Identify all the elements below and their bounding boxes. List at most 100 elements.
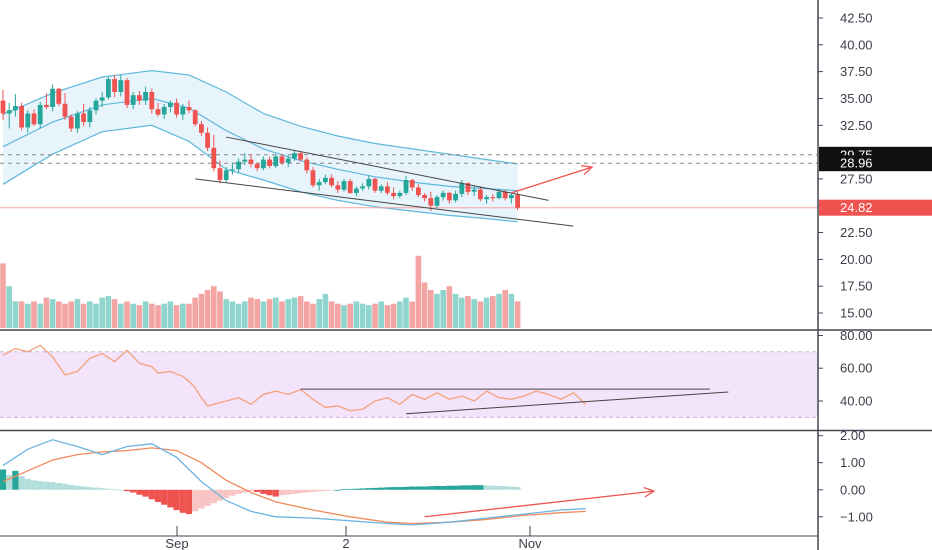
candle-body [174, 102, 179, 115]
volume-bar [279, 301, 285, 328]
candle-body [180, 107, 186, 115]
macd-histogram-bar [260, 489, 267, 494]
macd-histogram-bar [309, 489, 317, 492]
candle-body [112, 79, 117, 92]
macd-histogram-bar [37, 481, 44, 490]
macd-histogram-bar [347, 488, 354, 490]
candle-body [242, 159, 248, 162]
candle-body [515, 195, 520, 208]
candle-body [465, 183, 471, 192]
candle-body [409, 180, 415, 188]
2-tick-label: −1.00 [840, 509, 873, 524]
volume-bar [260, 301, 267, 328]
price-arrow[interactable] [511, 166, 593, 194]
candle-body [155, 109, 161, 115]
macd-signal-line [2, 447, 586, 525]
macd-histogram-bar [99, 488, 106, 490]
volume-bar [397, 301, 403, 328]
volume-bar [452, 293, 459, 328]
candle-body [230, 169, 235, 171]
0-tick-label: 15.00 [840, 306, 873, 321]
candle-body [0, 100, 6, 114]
volume-bar [347, 303, 353, 328]
candle-body [267, 159, 272, 166]
macd-histogram-bar [272, 489, 279, 497]
macd-histogram-bar [68, 484, 75, 490]
candle-body [484, 197, 489, 200]
volume-bar [99, 297, 105, 328]
macd-line [2, 439, 586, 526]
volume-bar [440, 290, 446, 328]
volume-bar [235, 303, 242, 328]
candle-body [62, 103, 68, 117]
macd-histogram-bar [148, 489, 155, 500]
volume-bar [465, 296, 471, 328]
time-axis[interactable]: Sep 2 Nov [0, 526, 818, 550]
volume-bar [93, 303, 99, 328]
price-trendline[interactable] [195, 178, 574, 227]
price-trendline[interactable] [226, 136, 549, 201]
candle-body [13, 106, 18, 111]
candle-body [217, 168, 223, 180]
candle-body [471, 189, 477, 192]
candle-body [434, 197, 440, 206]
candle-body [118, 80, 124, 92]
price-badge-label: 24.82 [840, 200, 873, 215]
volume-bar [316, 299, 322, 328]
macd-histogram-bar [12, 470, 19, 490]
candle-body [75, 113, 80, 129]
time-tick-label: Sep [165, 536, 188, 550]
volume-bar [378, 301, 384, 328]
volume-bar [6, 286, 12, 328]
volume-bar [223, 299, 229, 328]
candle-body [304, 159, 310, 171]
macd-histogram-bar [24, 478, 31, 490]
macd-arrow[interactable] [424, 490, 655, 518]
candle-body [298, 153, 303, 160]
volume-bar [297, 296, 304, 328]
macd-histogram-bar [247, 489, 255, 492]
macd-histogram-bar [111, 489, 118, 490]
macd-histogram-bar [223, 489, 230, 498]
candle-body [323, 177, 328, 183]
macd-histogram-bar [278, 489, 286, 496]
0-tick-label: 17.50 [840, 279, 873, 294]
volume-bar [111, 299, 118, 328]
macd-histogram-bar [130, 489, 137, 493]
macd-histogram-bar [123, 489, 131, 492]
candle-body [378, 186, 384, 191]
rsi-trendline[interactable] [405, 391, 729, 415]
candle-body [292, 153, 297, 159]
macd-histogram-bar [452, 485, 459, 490]
volume-bar [502, 290, 508, 328]
volume-bar [186, 303, 192, 328]
volume-bar [459, 297, 465, 328]
candle-body [416, 187, 421, 195]
macd-histogram-bar [328, 489, 335, 491]
volume-bar [155, 305, 161, 328]
volume-bar [68, 301, 74, 328]
volume-bar [43, 297, 50, 328]
macd-histogram-bar [409, 486, 416, 490]
candle-body [273, 156, 279, 167]
macd-histogram-bar [334, 489, 341, 491]
volume-bar [428, 290, 434, 328]
volume-bar [366, 305, 372, 328]
volume-bar [490, 296, 496, 328]
candle-body [509, 195, 514, 199]
candle-body [223, 170, 229, 180]
candle-body [285, 158, 291, 163]
price-badge-label: 28.96 [840, 156, 873, 171]
macd-histogram-bar [458, 485, 465, 490]
candle-body [360, 186, 365, 189]
bollinger-lower-line [2, 124, 518, 223]
macd-histogram-bar [371, 487, 379, 490]
macd-histogram-bar [433, 486, 441, 490]
volume-bar [217, 291, 223, 328]
volume-bar [118, 303, 124, 328]
macd-histogram-bar [266, 489, 273, 496]
volume-bar [74, 299, 81, 328]
macd-histogram-bar [495, 486, 503, 490]
volume-bar [291, 297, 298, 328]
